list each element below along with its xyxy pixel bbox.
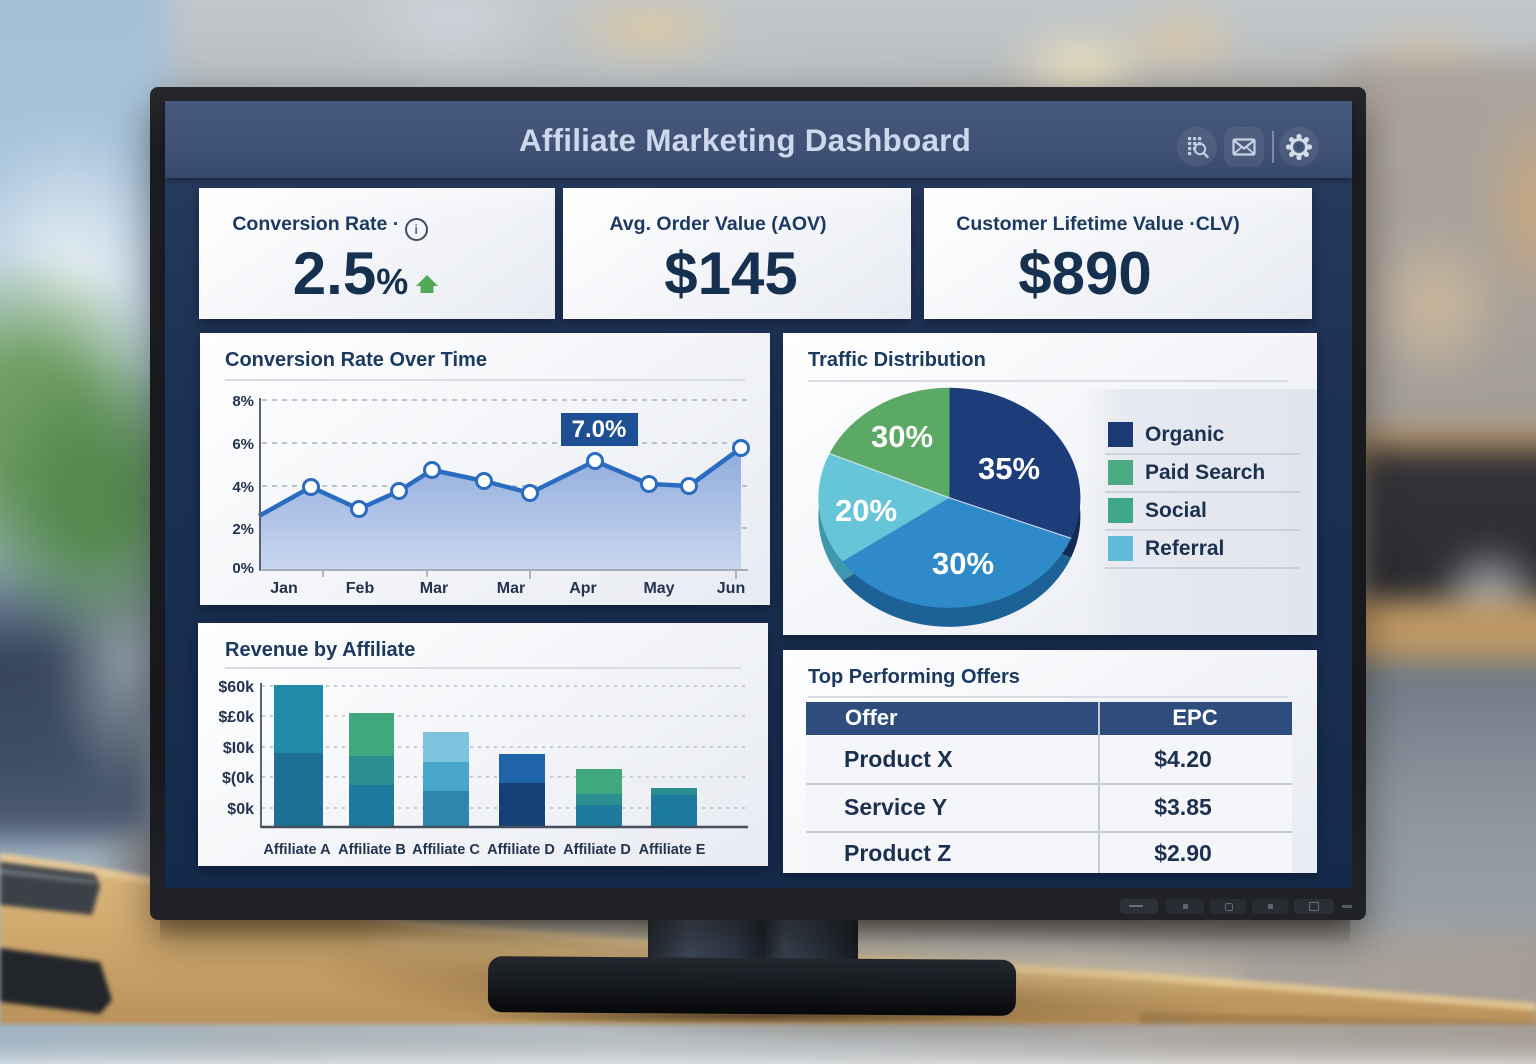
svg-text:0%: 0%	[232, 560, 254, 577]
svg-text:8%: 8%	[232, 393, 254, 410]
svg-text:Apr: Apr	[569, 580, 597, 597]
svg-text:$£0k: $£0k	[218, 709, 254, 726]
svg-text:Mar: Mar	[420, 580, 448, 597]
svg-text:Paid Search: Paid Search	[1145, 461, 1265, 484]
svg-text:Affiliate D: Affiliate D	[487, 842, 555, 858]
svg-text:Social: Social	[1145, 499, 1207, 522]
svg-text:Organic: Organic	[1145, 423, 1225, 446]
svg-text:$0k: $0k	[227, 801, 254, 818]
svg-text:Affiliate D: Affiliate D	[563, 842, 631, 858]
svg-text:Mar: Mar	[497, 580, 525, 597]
svg-text:2%: 2%	[232, 521, 254, 538]
svg-text:Affiliate E: Affiliate E	[639, 842, 706, 858]
svg-text:Affiliate B: Affiliate B	[338, 842, 406, 858]
svg-text:35%: 35%	[978, 451, 1040, 486]
svg-text:30%: 30%	[932, 546, 994, 581]
svg-text:May: May	[643, 580, 674, 597]
svg-text:7.0%: 7.0%	[572, 416, 627, 443]
svg-text:30%: 30%	[871, 419, 933, 454]
svg-text:Feb: Feb	[346, 580, 375, 597]
svg-text:Jun: Jun	[717, 580, 745, 597]
svg-text:6%: 6%	[232, 436, 254, 453]
svg-text:Affiliate C: Affiliate C	[412, 842, 480, 858]
svg-text:4%: 4%	[232, 479, 254, 496]
svg-text:Affiliate A: Affiliate A	[263, 842, 331, 858]
svg-text:Jan: Jan	[270, 580, 298, 597]
svg-text:$60k: $60k	[218, 679, 254, 696]
svg-text:Referral: Referral	[1145, 537, 1224, 560]
svg-text:$(0k: $(0k	[222, 770, 254, 787]
svg-text:20%: 20%	[835, 493, 897, 528]
svg-text:$I0k: $I0k	[223, 740, 254, 757]
